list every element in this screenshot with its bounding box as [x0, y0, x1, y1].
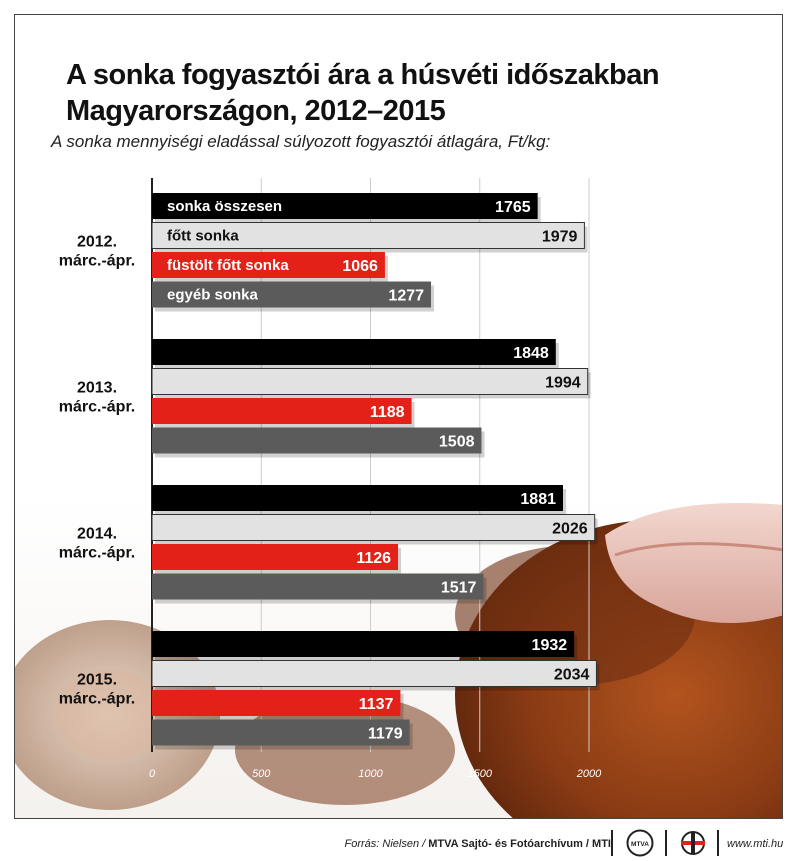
data-label: 1179 — [368, 726, 403, 743]
data-label: 2026 — [552, 521, 588, 538]
bar-fustolt-fott-sonka — [152, 690, 401, 716]
footer-separator — [611, 830, 613, 856]
x-tick-label: 0 — [149, 768, 156, 780]
ham-slice-shape — [605, 503, 782, 623]
series-label: egyéb sonka — [167, 287, 259, 304]
source-prefix: Forrás: Nielsen / — [344, 838, 429, 850]
bar-egyeb-sonka — [152, 719, 410, 746]
data-label: 1137 — [359, 696, 394, 713]
mti-logo-icon — [681, 831, 705, 855]
x-tick-label: 1500 — [468, 768, 493, 780]
category-label-line: márc.-ápr. — [59, 398, 135, 415]
category-label: 2013. márc.-ápr. — [59, 379, 135, 415]
data-label: 1765 — [495, 199, 531, 216]
data-label: 1066 — [342, 258, 378, 275]
category-label-line: 2012. — [77, 233, 117, 250]
bar-fott-sonka — [151, 660, 597, 687]
x-tick-label: 2000 — [576, 768, 602, 780]
data-label: 1188 — [370, 404, 405, 421]
bar-fott-sonka — [151, 222, 585, 249]
category-label: 2012. márc.-ápr. — [59, 233, 135, 269]
data-label: 1508 — [439, 434, 475, 451]
footer-separator — [717, 830, 719, 856]
x-tick-label: 500 — [252, 768, 271, 780]
series-label: füstölt főtt sonka — [167, 257, 289, 274]
title-line-2: Magyarországon, 2012–2015 — [66, 95, 446, 127]
bar-egyeb-sonka — [152, 573, 484, 600]
mtva-logo-icon: MTVA — [626, 829, 654, 857]
x-tick-label: 1000 — [358, 768, 383, 780]
bar-sonka-osszesen — [152, 339, 556, 365]
bar-sonka-osszesen — [152, 631, 575, 657]
category-label-line: márc.-ápr. — [59, 544, 135, 561]
data-label: 1881 — [520, 491, 556, 508]
category-label: 2015. márc.-ápr. — [59, 671, 135, 707]
website: www.mti.hu — [727, 838, 784, 850]
bar-fustolt-fott-sonka — [152, 252, 385, 278]
data-label: 1848 — [513, 345, 549, 362]
series-label: főtt sonka — [167, 228, 239, 245]
data-label: 1994 — [545, 375, 581, 392]
category-label-line: 2014. — [77, 525, 117, 542]
category-label-line: 2015. — [77, 671, 117, 688]
data-label: 1932 — [532, 637, 568, 654]
chart-subtitle: A sonka mennyiségi eladással súlyozott f… — [51, 132, 551, 151]
bar-fustolt-fott-sonka — [152, 544, 399, 570]
footer: Forrás: Nielsen / MTVA Sajtó- és Fotóarc… — [0, 822, 799, 861]
category-label: 2014. márc.-ápr. — [59, 525, 135, 561]
bar-sonka-osszesen — [152, 485, 563, 511]
bar-fott-sonka — [151, 514, 596, 541]
footer-separator — [665, 830, 667, 856]
bar-fustolt-fott-sonka — [152, 398, 412, 424]
series-label: sonka összesen — [167, 198, 282, 215]
bar-egyeb-sonka — [152, 281, 432, 308]
chart-title: A sonka fogyasztói ára a húsvéti időszak… — [66, 57, 766, 129]
title-line-1: A sonka fogyasztói ára a húsvéti időszak… — [66, 59, 660, 91]
mtva-logo-text: MTVA — [631, 841, 649, 848]
bar-egyeb-sonka — [152, 427, 482, 454]
category-label-line: 2013. — [77, 379, 117, 396]
source-agency: MTVA Sajtó- és Fotóarchívum / MTI — [428, 838, 611, 850]
data-label: 2034 — [554, 667, 590, 684]
category-label-line: márc.-ápr. — [59, 252, 135, 269]
data-label: 1126 — [356, 550, 391, 567]
data-label: 1517 — [441, 580, 477, 597]
data-label: 1277 — [388, 288, 424, 305]
category-label-line: márc.-ápr. — [59, 690, 135, 707]
source-credit: Forrás: Nielsen / MTVA Sajtó- és Fotóarc… — [345, 838, 612, 850]
data-label: 1979 — [542, 229, 578, 246]
bar-fott-sonka — [151, 368, 589, 395]
bar-sonka-osszesen — [152, 193, 538, 219]
